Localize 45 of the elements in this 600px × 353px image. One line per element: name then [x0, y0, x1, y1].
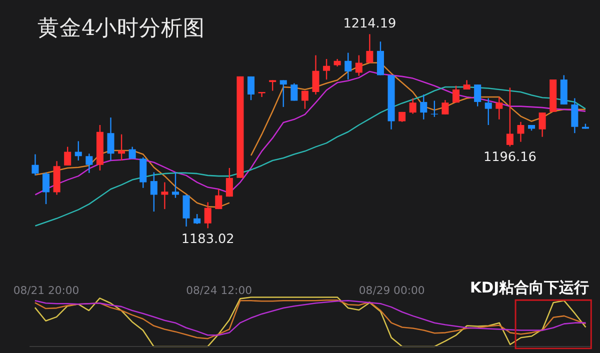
- candlestick: [248, 76, 255, 101]
- candlestick: [301, 90, 308, 110]
- candlestick: [517, 121, 524, 142]
- candlestick: [226, 167, 233, 198]
- candlestick: [182, 194, 190, 228]
- candlestick: [140, 156, 147, 188]
- x-tick-label: 08/21 20:00: [13, 284, 80, 297]
- candlestick: [474, 84, 482, 107]
- candlestick: [269, 80, 276, 92]
- candlestick: [204, 202, 212, 229]
- candlestick: [420, 94, 428, 120]
- chart-title: 黄金4小时分析图: [37, 16, 206, 42]
- candlestick: [290, 82, 298, 102]
- candlestick: [280, 80, 287, 108]
- candlestick: [74, 140, 82, 162]
- annotation: 1196.16: [483, 150, 536, 166]
- candlestick: [452, 85, 460, 104]
- candlestick: [215, 188, 222, 210]
- candlestick: [344, 52, 352, 80]
- candlestick: [64, 146, 72, 166]
- candlestick: [42, 172, 50, 205]
- candlestick: [506, 87, 514, 148]
- candlestick: [355, 54, 362, 76]
- candlestick: [32, 154, 39, 176]
- annotation: 1183.02: [181, 232, 234, 248]
- candlestick: [150, 172, 158, 212]
- candlestick: [442, 100, 449, 116]
- candlestick: [194, 213, 201, 225]
- candlestick: [86, 153, 93, 174]
- candlestick: [323, 58, 330, 80]
- candlestick: [118, 134, 126, 162]
- candlestick: [107, 116, 114, 162]
- text: KDJ粘合向下运行: [470, 279, 590, 296]
- candlestick: [366, 34, 374, 64]
- candlestick: [571, 98, 578, 134]
- x-tick-label: 08/24 12:00: [186, 284, 252, 297]
- candlestick: [484, 98, 492, 126]
- candlestick: [312, 54, 320, 96]
- candlestick: [161, 182, 168, 210]
- x-tick-label: 08/29 00:00: [358, 284, 425, 297]
- candlestick: [409, 98, 416, 114]
- candlestick: [538, 112, 546, 138]
- candlestick: [496, 96, 503, 120]
- candlestick: [172, 172, 179, 198]
- annotation: 1214.19: [343, 16, 396, 32]
